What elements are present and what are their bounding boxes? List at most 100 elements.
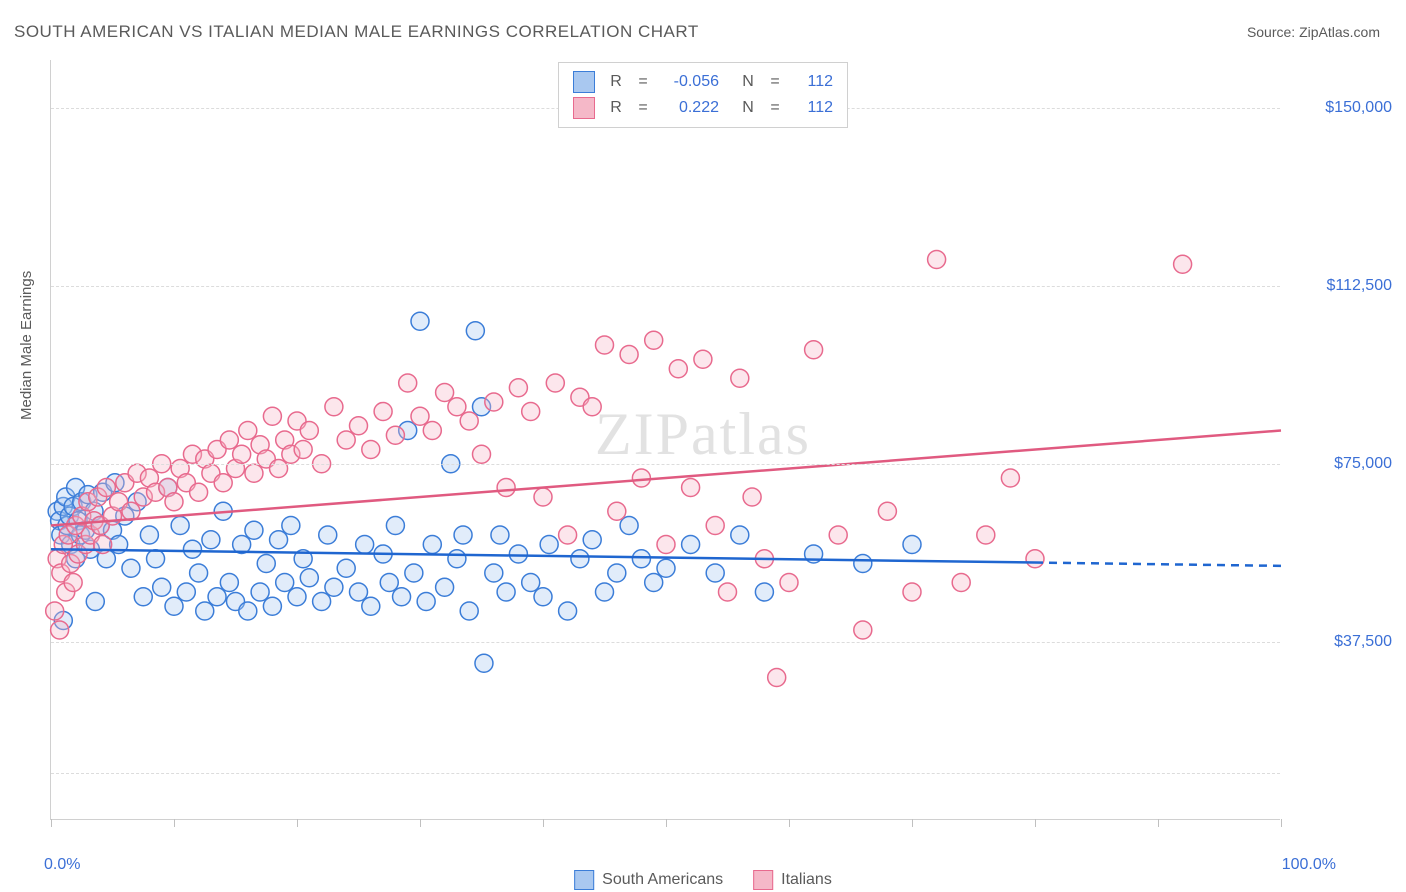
scatter-point bbox=[288, 588, 306, 606]
scatter-point bbox=[466, 322, 484, 340]
scatter-point bbox=[682, 479, 700, 497]
gridline bbox=[51, 642, 1280, 643]
scatter-point bbox=[608, 564, 626, 582]
scatter-point bbox=[977, 526, 995, 544]
x-tick bbox=[174, 819, 175, 827]
scatter-point bbox=[282, 517, 300, 535]
scatter-point bbox=[903, 536, 921, 554]
trend-line-dashed bbox=[1035, 563, 1281, 566]
x-tick bbox=[789, 819, 790, 827]
x-tick bbox=[1281, 819, 1282, 827]
scatter-point bbox=[147, 550, 165, 568]
scatter-point bbox=[362, 597, 380, 615]
scatter-point bbox=[719, 583, 737, 601]
scatter-point bbox=[755, 583, 773, 601]
scatter-point bbox=[620, 517, 638, 535]
scatter-point bbox=[706, 564, 724, 582]
x-tick-0: 0.0% bbox=[44, 856, 80, 874]
x-tick bbox=[912, 819, 913, 827]
source-label: Source: ZipAtlas.com bbox=[1247, 24, 1380, 40]
scatter-point bbox=[596, 336, 614, 354]
scatter-point bbox=[257, 555, 275, 573]
scatter-point bbox=[399, 374, 417, 392]
scatter-plot bbox=[51, 60, 1280, 819]
n-value: 112 bbox=[793, 95, 833, 121]
scatter-point bbox=[540, 536, 558, 554]
scatter-point bbox=[436, 578, 454, 596]
scatter-point bbox=[645, 574, 663, 592]
scatter-point bbox=[356, 536, 374, 554]
scatter-point bbox=[337, 559, 355, 577]
scatter-point bbox=[645, 331, 663, 349]
y-axis-label: Median Male Earnings bbox=[18, 271, 35, 420]
scatter-point bbox=[190, 483, 208, 501]
scatter-point bbox=[436, 384, 454, 402]
scatter-point bbox=[657, 559, 675, 577]
legend-swatch bbox=[574, 870, 594, 890]
scatter-point bbox=[380, 574, 398, 592]
scatter-point bbox=[220, 431, 238, 449]
r-value: -0.056 bbox=[661, 69, 719, 95]
scatter-point bbox=[559, 526, 577, 544]
scatter-point bbox=[190, 564, 208, 582]
scatter-point bbox=[46, 602, 64, 620]
scatter-point bbox=[829, 526, 847, 544]
scatter-point bbox=[239, 422, 257, 440]
scatter-point bbox=[270, 460, 288, 478]
scatter-point bbox=[1001, 469, 1019, 487]
scatter-point bbox=[608, 502, 626, 520]
scatter-point bbox=[177, 583, 195, 601]
scatter-point bbox=[362, 441, 380, 459]
scatter-point bbox=[928, 251, 946, 269]
scatter-point bbox=[165, 493, 183, 511]
scatter-point bbox=[263, 407, 281, 425]
legend-swatch bbox=[573, 71, 595, 93]
scatter-point bbox=[952, 574, 970, 592]
scatter-point bbox=[202, 531, 220, 549]
scatter-point bbox=[411, 312, 429, 330]
equals-sign: = bbox=[769, 95, 781, 121]
scatter-point bbox=[522, 574, 540, 592]
scatter-point bbox=[497, 583, 515, 601]
scatter-point bbox=[1026, 550, 1044, 568]
scatter-point bbox=[239, 602, 257, 620]
scatter-point bbox=[319, 526, 337, 544]
scatter-point bbox=[374, 403, 392, 421]
y-tick-label: $150,000 bbox=[1325, 99, 1392, 117]
scatter-point bbox=[768, 669, 786, 687]
scatter-point bbox=[632, 550, 650, 568]
chart-area bbox=[50, 60, 1280, 820]
scatter-point bbox=[743, 488, 761, 506]
scatter-point bbox=[153, 578, 171, 596]
scatter-point bbox=[196, 602, 214, 620]
stats-legend-box: R=-0.056N=112R=0.222N=112 bbox=[558, 62, 848, 128]
scatter-point bbox=[417, 593, 435, 611]
legend-bottom: South AmericansItalians bbox=[574, 870, 832, 890]
y-tick-label: $112,500 bbox=[1326, 277, 1392, 295]
scatter-point bbox=[313, 593, 331, 611]
gridline bbox=[51, 773, 1280, 774]
scatter-point bbox=[559, 602, 577, 620]
scatter-point bbox=[423, 422, 441, 440]
scatter-point bbox=[386, 517, 404, 535]
legend-item: South Americans bbox=[574, 870, 723, 890]
scatter-point bbox=[276, 574, 294, 592]
scatter-point bbox=[620, 346, 638, 364]
stats-row: R=0.222N=112 bbox=[573, 95, 833, 121]
scatter-point bbox=[780, 574, 798, 592]
scatter-point bbox=[731, 526, 749, 544]
legend-swatch bbox=[573, 97, 595, 119]
x-tick bbox=[1158, 819, 1159, 827]
scatter-point bbox=[903, 583, 921, 601]
x-tick bbox=[666, 819, 667, 827]
scatter-point bbox=[522, 403, 540, 421]
equals-sign: = bbox=[637, 69, 649, 95]
legend-swatch bbox=[753, 870, 773, 890]
scatter-point bbox=[583, 531, 601, 549]
scatter-point bbox=[485, 393, 503, 411]
scatter-point bbox=[1174, 255, 1192, 273]
scatter-point bbox=[448, 398, 466, 416]
scatter-point bbox=[509, 545, 527, 563]
scatter-point bbox=[233, 445, 251, 463]
scatter-point bbox=[51, 621, 69, 639]
